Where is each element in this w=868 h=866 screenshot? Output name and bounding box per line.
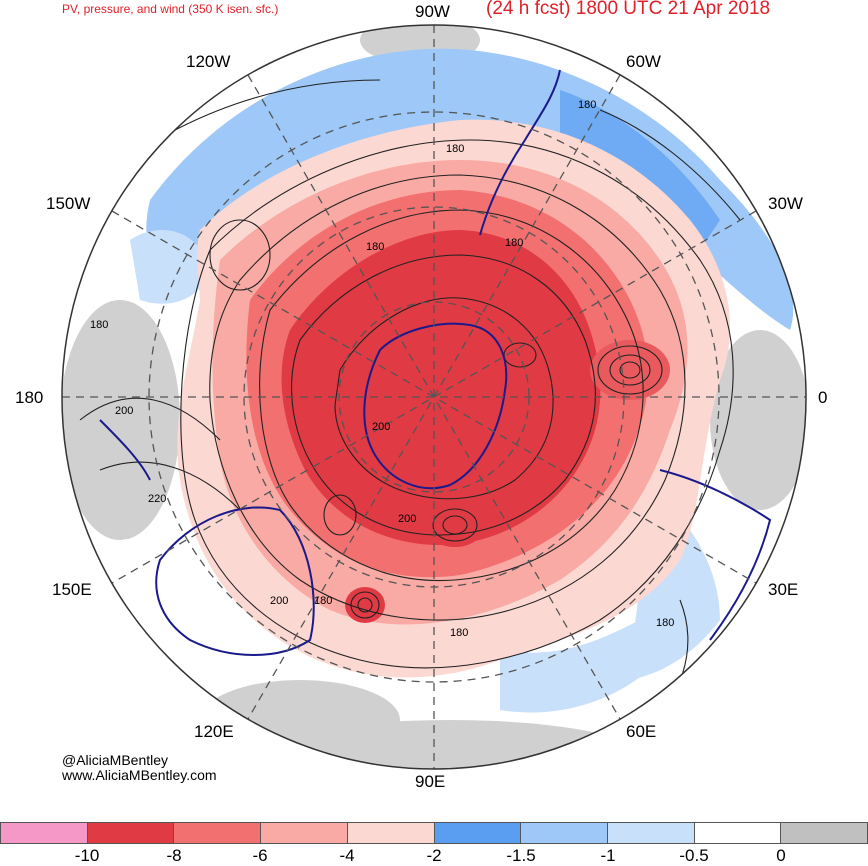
colorbar-swatch — [520, 822, 607, 844]
colorbar-tick: -0.5 — [679, 846, 709, 865]
longitude-label-left-lower: 150E — [52, 580, 92, 599]
colorbar-swatch — [86, 822, 174, 844]
longitude-label-left-upper: 150W — [46, 194, 91, 213]
polar-stereographic-map: 180 180 180 180 180 200 200 220 200 180 … — [61, 24, 807, 770]
colorbar-tick: -1.5 — [506, 846, 536, 865]
longitude-label-lower-left: 120E — [194, 722, 234, 741]
lat-lon-grid — [62, 25, 806, 769]
contour-label: 200 — [372, 421, 390, 433]
contour-label: 180 — [450, 627, 468, 639]
longitude-label-upper-left: 120W — [186, 52, 231, 71]
coastlines — [99, 69, 772, 656]
longitude-label-upper-right: 60W — [626, 52, 661, 71]
contour-label: 200 — [270, 595, 288, 607]
colorbar — [0, 822, 868, 844]
colorbar-tick: -8 — [166, 846, 182, 865]
contour-label: 200 — [115, 405, 133, 417]
colorbar-swatch — [260, 822, 347, 844]
longitude-label-bottom: 90E — [415, 772, 446, 791]
colorbar-tick: -4 — [339, 846, 355, 865]
longitude-label-lower-right: 60E — [626, 722, 657, 741]
colorbar-tick: -6 — [252, 846, 268, 865]
longitude-label-left: 180 — [15, 388, 44, 407]
contour-label: 180 — [505, 237, 523, 249]
map-title-left: PV, pressure, and wind (350 K isen. sfc.… — [62, 2, 279, 16]
credit-website: www.AliciaMBentley.com — [62, 767, 217, 783]
contour-labels: 180 180 180 180 180 200 200 220 200 180 … — [90, 99, 674, 639]
credit-handle: @AliciaMBentley — [62, 752, 169, 768]
contour-label: 180 — [656, 617, 674, 629]
colorbar-swatch — [346, 822, 434, 844]
map-title-right: (24 h fcst) 1800 UTC 21 Apr 2018 — [486, 0, 771, 19]
colorbar-swatch — [693, 822, 781, 844]
colorbar-swatch — [780, 822, 868, 844]
contour-label: 180 — [578, 99, 596, 111]
colorbar-tick: -10 — [74, 846, 100, 865]
longitude-label-right-lower: 30E — [768, 580, 799, 599]
contour-label: 180 — [90, 319, 108, 331]
pressure-contours — [79, 79, 741, 741]
contour-label: 180 — [366, 241, 384, 253]
longitude-label-top: 90W — [415, 2, 450, 21]
contour-label: 180 — [314, 595, 332, 607]
longitude-label-right: 0 — [818, 388, 828, 407]
colorbar-swatch — [173, 822, 261, 844]
colorbar-swatch — [0, 822, 87, 844]
colorbar-swatch — [606, 822, 694, 844]
longitude-label-right-upper: 30W — [768, 194, 803, 213]
colorbar-tick: 0 — [776, 846, 786, 865]
colorbar-tick: -2 — [426, 846, 442, 865]
colorbar-tick: -1 — [600, 846, 616, 865]
contour-label: 180 — [446, 143, 464, 155]
contour-label: 220 — [148, 493, 166, 505]
contour-label: 200 — [398, 513, 416, 525]
colorbar-swatch — [433, 822, 521, 844]
map-border — [61, 24, 807, 770]
